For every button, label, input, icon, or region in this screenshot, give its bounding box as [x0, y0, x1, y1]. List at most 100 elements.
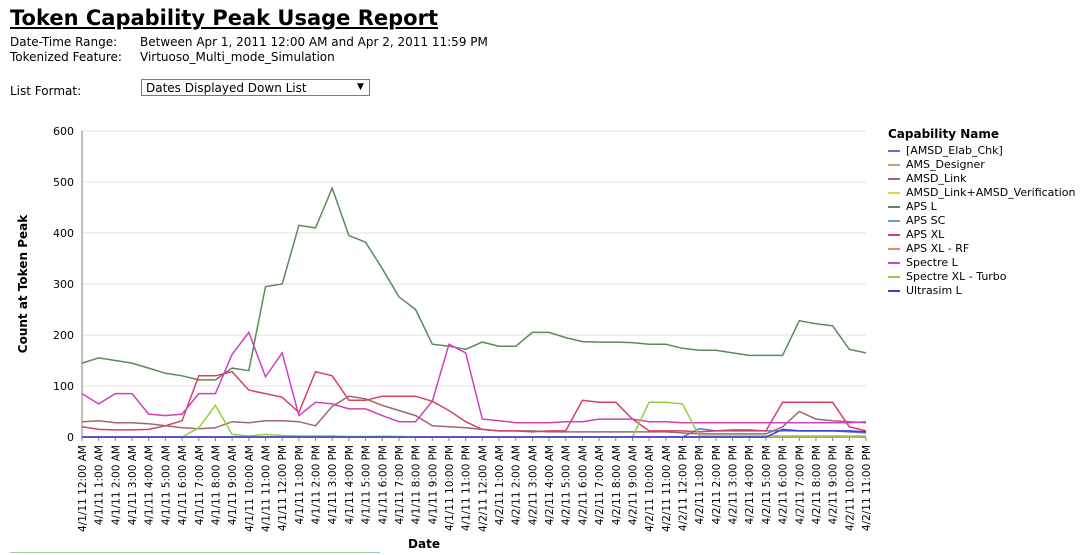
series-line	[82, 428, 867, 438]
legend-label: [AMSD_Elab_Chk]	[906, 144, 1003, 157]
legend-swatch	[888, 262, 900, 264]
legend-item: [AMSD_Elab_Chk]	[888, 144, 1076, 158]
legend-label: Ultrasim L	[906, 284, 962, 297]
x-tick-label: 4/1/11 5:00 PM	[361, 445, 373, 524]
x-tick-label: 4/2/11 10:00 PM	[844, 445, 856, 531]
y-tick-label: 300	[53, 278, 74, 291]
divider	[10, 552, 380, 553]
x-tick-label: 4/1/11 10:00 AM	[244, 445, 256, 532]
x-tick-label: 4/1/11 2:00 AM	[110, 445, 122, 525]
x-tick-label: 4/2/11 8:00 PM	[811, 445, 823, 524]
series-line	[81, 186, 867, 381]
x-tick-label: 4/2/11 8:00 AM	[611, 445, 623, 525]
legend-item: APS SC	[888, 214, 1076, 228]
x-tick-label: 4/1/11 8:00 PM	[411, 445, 423, 524]
legend-item: APS L	[888, 200, 1076, 214]
legend-swatch	[888, 178, 900, 180]
series-line	[82, 401, 866, 438]
legend-title: Capability Name	[888, 127, 1000, 141]
x-tick-label: 4/2/11 11:00 PM	[861, 445, 873, 531]
x-tick-label: 4/1/11 9:00 AM	[227, 445, 239, 525]
legend-label: APS L	[906, 200, 937, 213]
x-tick-label: 4/2/11 7:00 PM	[794, 445, 806, 524]
x-tick-label: 4/2/11 11:00 AM	[661, 445, 673, 532]
legend-label: APS XL - RF	[906, 242, 970, 255]
chevron-down-icon[interactable]: ▼	[357, 82, 364, 92]
y-tick-label: 100	[53, 380, 74, 393]
y-axis-label: Count at Token Peak	[16, 214, 30, 353]
x-tick-label: 4/1/11 11:00 PM	[461, 445, 473, 531]
legend-label: APS SC	[906, 214, 946, 227]
y-tick-label: 0	[67, 431, 74, 444]
x-tick-label: 4/2/11 4:00 AM	[544, 445, 556, 525]
x-tick-label: 4/2/11 12:00 AM	[477, 445, 489, 532]
x-tick-label: 4/1/11 8:00 AM	[210, 445, 222, 525]
y-tick-label: 400	[53, 227, 74, 240]
x-tick-label: 4/2/11 1:00 AM	[494, 445, 506, 525]
y-tick-label: 500	[53, 176, 74, 189]
x-tick-label: 4/2/11 2:00 AM	[511, 445, 523, 525]
legend-item: Ultrasim L	[888, 284, 1076, 298]
list-format-label: List Format:	[10, 84, 82, 98]
legend-item: Spectre L	[888, 256, 1076, 270]
legend-label: AMSD_Link+AMSD_Verification	[906, 186, 1076, 199]
series-line	[81, 395, 867, 435]
x-tick-label: 4/1/11 10:00 PM	[444, 445, 456, 531]
legend-item: AMSD_Link	[888, 172, 1076, 186]
x-tick-label: 4/1/11 3:00 AM	[127, 445, 139, 525]
legend-swatch	[888, 220, 900, 222]
x-tick-label: 4/1/11 3:00 PM	[327, 445, 339, 524]
legend-item: Spectre XL - Turbo	[888, 270, 1076, 284]
x-tick-label: 4/1/11 4:00 AM	[144, 445, 156, 525]
date-range-row: Date-Time Range: Between Apr 1, 2011 12:0…	[10, 35, 488, 49]
x-tick-label: 4/2/11 3:00 PM	[728, 445, 740, 524]
legend-label: AMSD_Link	[906, 172, 967, 185]
x-tick-label: 4/1/11 6:00 PM	[377, 445, 389, 524]
chart-legend: Capability Name [AMSD_Elab_Chk] AMS_Desig…	[888, 127, 1076, 298]
report-title: Token Capability Peak Usage Report	[10, 6, 438, 30]
legend-swatch	[888, 150, 900, 152]
x-tick-label: 4/1/11 4:00 PM	[344, 445, 356, 524]
x-tick-label: 4/2/11 4:00 PM	[744, 445, 756, 524]
feature-value: Virtuoso_Multi_mode_Simulation	[140, 50, 335, 64]
x-tick-label: 4/2/11 12:00 PM	[678, 445, 690, 531]
x-tick-label: 4/2/11 7:00 AM	[594, 445, 606, 525]
x-tick-label: 4/1/11 9:00 PM	[427, 445, 439, 524]
x-tick-label: 4/2/11 3:00 AM	[527, 445, 539, 525]
legend-label: Spectre XL - Turbo	[906, 270, 1007, 283]
x-axis-label: Date	[408, 537, 440, 551]
feature-label: Tokenized Feature:	[10, 50, 122, 64]
legend-label: AMS_Designer	[906, 158, 985, 171]
x-tick-label: 4/2/11 6:00 PM	[778, 445, 790, 524]
series-line	[81, 330, 867, 424]
x-tick-label: 4/2/11 9:00 PM	[828, 445, 840, 524]
x-tick-label: 4/2/11 2:00 PM	[711, 445, 723, 524]
x-tick-label: 4/1/11 5:00 AM	[160, 445, 172, 525]
legend-item: APS XL - RF	[888, 242, 1076, 256]
legend-label: APS XL	[906, 228, 945, 241]
legend-item: APS XL	[888, 228, 1076, 242]
x-tick-label: 4/2/11 6:00 AM	[577, 445, 589, 525]
legend-label: Spectre L	[906, 256, 958, 269]
x-tick-label: 4/2/11 9:00 AM	[627, 445, 639, 525]
legend-swatch	[888, 234, 900, 236]
legend-item: AMS_Designer	[888, 158, 1076, 172]
x-tick-label: 4/1/11 11:00 AM	[260, 445, 272, 532]
x-tick-label: 4/1/11 2:00 PM	[311, 445, 323, 524]
list-format-select[interactable]: Dates Displayed Down List ▼	[141, 79, 370, 96]
legend-swatch	[888, 248, 900, 250]
legend-swatch	[888, 206, 900, 208]
x-tick-label: 4/1/11 12:00 PM	[277, 445, 289, 531]
x-tick-label: 4/1/11 1:00 PM	[294, 445, 306, 524]
x-tick-label: 4/2/11 5:00 PM	[761, 445, 773, 524]
x-tick-label: 4/1/11 7:00 PM	[394, 445, 406, 524]
feature-row: Tokenized Feature: Virtuoso_Multi_mode_Si…	[10, 50, 335, 64]
x-tick-label: 4/2/11 5:00 AM	[561, 445, 573, 525]
series-line	[81, 370, 867, 433]
legend-swatch	[888, 192, 900, 194]
x-tick-label: 4/1/11 1:00 AM	[94, 445, 106, 525]
x-tick-label: 4/1/11 12:00 AM	[77, 445, 89, 532]
legend-swatch	[888, 276, 900, 278]
date-range-label: Date-Time Range:	[10, 35, 118, 49]
